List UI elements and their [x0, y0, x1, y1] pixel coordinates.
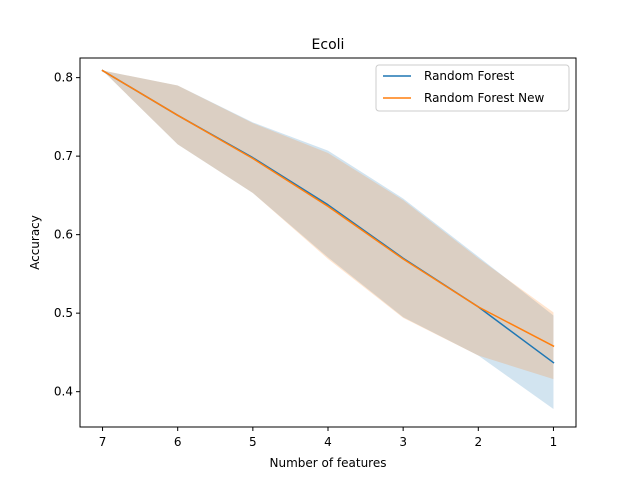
y-tick-label: 0.4: [54, 385, 73, 399]
legend: Random Forest Random Forest New: [375, 64, 570, 112]
confidence-bands: [102, 70, 554, 409]
x-axis-ticks: 7 6 5 4 3 2 1: [99, 427, 558, 449]
y-tick-label: 0.8: [54, 71, 73, 85]
x-axis-label: Number of features: [270, 456, 387, 470]
confidence-band-1: [102, 70, 554, 409]
chart-title: Ecoli: [312, 37, 345, 53]
legend-label-1: Random Forest: [424, 69, 515, 83]
x-tick-label: 6: [174, 435, 182, 449]
x-tick-label: 2: [474, 435, 482, 449]
x-tick-label: 7: [99, 435, 107, 449]
series-line-2: [101, 69, 555, 348]
legend-box: [375, 64, 570, 112]
x-tick-label: 3: [399, 435, 407, 449]
x-tick-label: 5: [249, 435, 257, 449]
x-tick-label: 4: [324, 435, 332, 449]
y-tick-label: 0.5: [54, 306, 73, 320]
y-tick-label: 0.7: [54, 149, 73, 163]
x-tick-label: 1: [550, 435, 558, 449]
series-lines: [101, 69, 555, 364]
y-tick-label: 0.6: [54, 228, 73, 242]
confidence-band-2: [102, 70, 554, 380]
legend-label-2: Random Forest New: [424, 91, 544, 105]
y-axis-ticks: 0.4 0.5 0.6 0.7 0.8: [54, 71, 80, 399]
y-axis-label: Accuracy: [28, 215, 42, 270]
